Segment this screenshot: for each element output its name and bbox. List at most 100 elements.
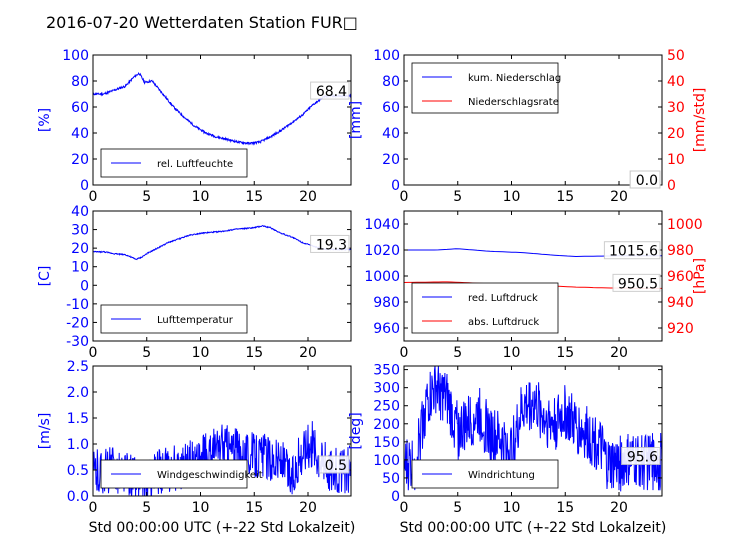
x-tick-label: 0 [400,500,409,516]
y-tick-label: 0 [80,178,89,194]
x-tick-label: 0 [400,345,409,361]
y-tick-label: -30 [66,334,89,350]
y-tick-label: 10 [71,260,89,276]
y-tick-label: 100 [62,48,89,64]
y-axis-label: [m/s] [37,413,53,450]
x-tick-label: 0 [400,189,409,205]
panel-wind-speed: 0 5 10 15 20 Std 00:00:00 UTC (+-22 Std Lokal… [37,359,355,536]
x-tick-label: 20 [299,189,317,205]
panel-pressure: 0 5 10 15 20 960 980 1000 1020 1040 920 940 960 980 10… [364,210,708,361]
y-tick-label: 100 [373,453,400,469]
x-tick-label: 15 [556,189,574,205]
last-value-label-2-box [612,273,661,292]
y-tick-label: 40 [382,126,400,142]
x-axis-label: Std 00:00:00 UTC (+-22 Std Lokalzeit) [89,520,356,536]
y-tick-label: 40 [71,204,89,220]
x-tick-label: 10 [192,189,210,205]
x-tick-label: 20 [610,345,628,361]
y-tick-label: 20 [71,241,89,257]
y-tick-label: 40 [71,126,89,142]
y-tick-label: 1.0 [67,437,89,453]
y-axis-label: [mm] [348,101,364,139]
last-value-label-box [603,241,661,260]
y-tick-label: 60 [382,100,400,116]
x-tick-label: 15 [556,500,574,516]
last-value-label-box [310,81,350,100]
y-tick-label: 0 [391,178,400,194]
legend-box [411,282,559,334]
plot-frame [92,365,352,497]
y-tick-label: 1000 [364,269,400,285]
series-line-1 [404,366,662,492]
y2-axis-label: [hPa] [692,258,708,294]
last-value-label: 19.3 [316,237,347,253]
y2-tick-label: 1000 [667,217,703,233]
y2-tick-label: 20 [667,126,685,142]
panel-precip: 0 5 10 15 20 0 20 40 60 80 100 [mm] 0 10 20 30 40 50 [mm/s… [348,48,708,205]
y-axis-label: [C] [37,266,53,287]
x-tick-label: 20 [610,500,628,516]
last-value-label: 95.6 [627,449,658,465]
y-tick-label: 30 [71,223,89,239]
last-value-label-2: 950.5 [618,276,658,292]
y2-axis-label: [mm/std] [692,88,708,153]
series-line-1 [93,72,351,146]
y2-tick-label: 920 [667,321,694,337]
x-tick-label: 0 [89,189,98,205]
x-tick-label: 15 [245,189,263,205]
y-tick-label: 0.5 [67,463,89,479]
y-tick-label: -20 [66,315,89,331]
x-tick-label: 10 [503,345,521,361]
last-value-label: 1015.6 [609,244,658,260]
legend-label: Niederschlagsrate [468,97,559,108]
legend-label: rel. Luftfeuchte [157,159,233,170]
y-tick-label: 20 [71,152,89,168]
x-tick-label: 15 [245,500,263,516]
y-tick-label: 0.0 [67,489,89,505]
x-tick-label: 20 [299,500,317,516]
x-tick-label: 10 [503,500,521,516]
legend-label: Lufttemperatur [157,315,234,326]
plot-frame [403,365,663,497]
x-tick-label: 10 [192,345,210,361]
y2-tick-label: 10 [667,152,685,168]
y-tick-label: 1.5 [67,411,89,427]
legend-label: Windrichtung [468,470,535,481]
y2-tick-label: 0 [667,178,676,194]
legend-label: kum. Niederschlag [468,73,561,84]
x-tick-label: 0 [89,500,98,516]
panel-temperature: 0 5 10 15 20 -30 -20 -10 0 10 20 30 40 [C] 19.3 Lufttem… [37,204,352,361]
x-tick-label: 15 [556,345,574,361]
x-tick-label: 10 [192,500,210,516]
y-tick-label: 150 [373,435,400,451]
x-tick-label: 20 [299,345,317,361]
legend-label: red. Luftdruck [468,293,538,304]
last-value-label-2-box [629,170,661,189]
x-tick-label: 0 [89,345,98,361]
last-value-label: 0.5 [325,458,347,474]
last-value-label-box [621,446,661,465]
figure-title: 2016-07-20 Wetterdaten Station FUR□ [46,13,358,32]
y-tick-label: 60 [71,100,89,116]
series-line-1 [93,224,351,261]
y-tick-label: 80 [71,74,89,90]
y2-tick-label: 980 [667,243,694,259]
y2-tick-label: 40 [667,74,685,90]
x-tick-label: 10 [503,189,521,205]
y-tick-label: 2.5 [67,359,89,375]
x-tick-label: 20 [610,189,628,205]
y-tick-label: 0 [391,489,400,505]
y2-tick-label: 30 [667,100,685,116]
x-tick-label: 5 [142,189,151,205]
y-tick-label: 1020 [364,243,400,259]
y-tick-label: 300 [373,381,400,397]
y-tick-label: 960 [373,321,400,337]
x-tick-label: 15 [245,345,263,361]
legend-box [411,62,559,114]
legend-label: Windgeschwindigkeit [157,470,263,481]
y-tick-label: 80 [382,74,400,90]
y-tick-label: 50 [382,471,400,487]
y-tick-label: -10 [66,297,89,313]
